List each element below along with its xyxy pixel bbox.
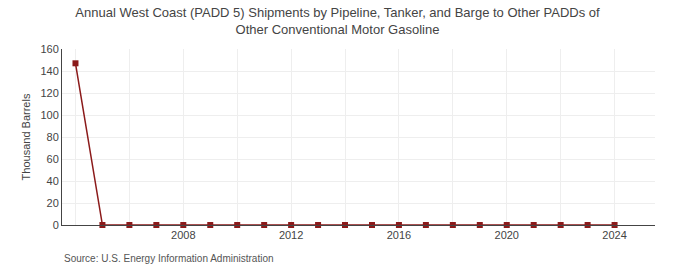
- svg-text:2008: 2008: [171, 229, 195, 241]
- svg-text:40: 40: [47, 175, 59, 187]
- svg-text:Thousand Barrels: Thousand Barrels: [20, 93, 32, 180]
- svg-text:80: 80: [47, 131, 59, 143]
- svg-text:140: 140: [40, 65, 58, 77]
- svg-text:Source: U.S. Energy Informatio: Source: U.S. Energy Information Administ…: [64, 253, 274, 264]
- svg-text:Annual West Coast (PADD 5) Shi: Annual West Coast (PADD 5) Shipments by …: [75, 5, 600, 37]
- svg-text:2016: 2016: [387, 229, 411, 241]
- svg-text:2012: 2012: [279, 229, 303, 241]
- svg-text:100: 100: [40, 109, 58, 121]
- svg-text:0: 0: [53, 219, 59, 231]
- svg-text:60: 60: [47, 153, 59, 165]
- svg-text:160: 160: [40, 43, 58, 55]
- svg-text:2024: 2024: [602, 229, 626, 241]
- svg-text:120: 120: [40, 87, 58, 99]
- svg-text:2020: 2020: [495, 229, 519, 241]
- svg-text:20: 20: [47, 197, 59, 209]
